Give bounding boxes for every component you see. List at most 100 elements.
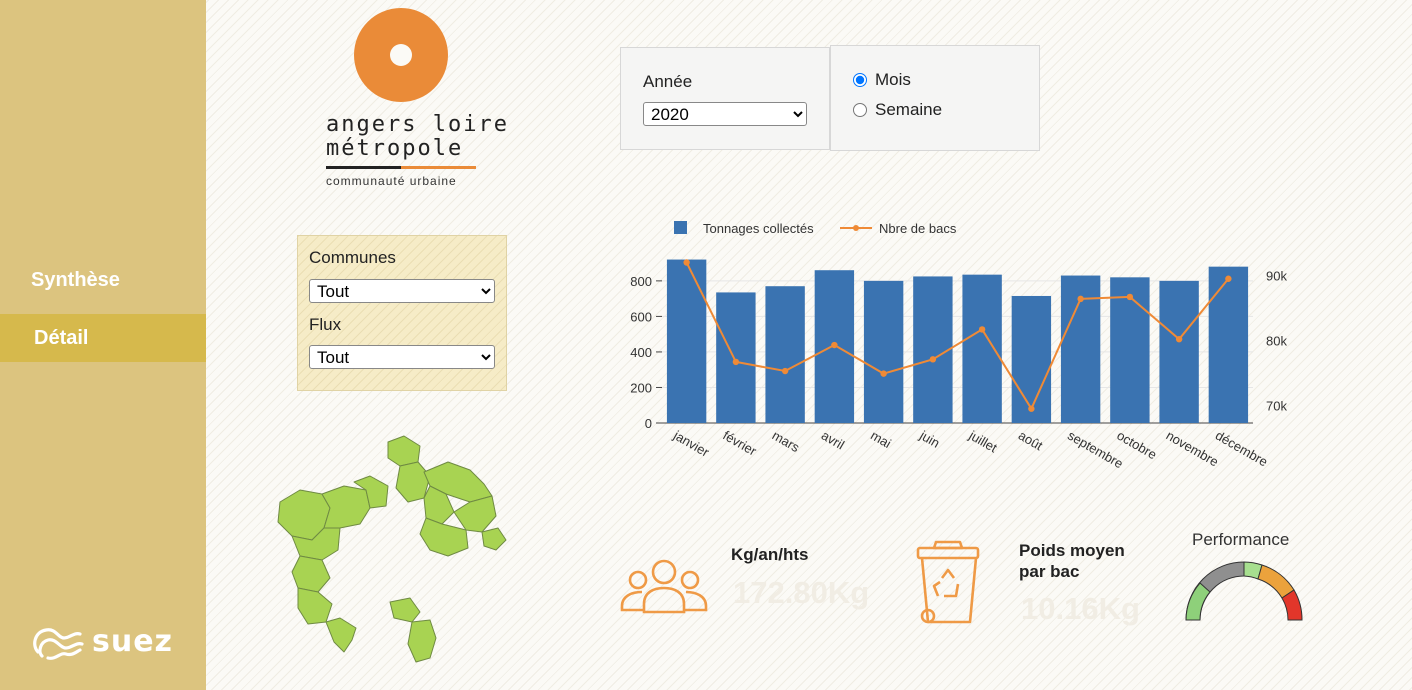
- bar-mai: [863, 280, 904, 423]
- performance-title: Performance: [1192, 530, 1290, 549]
- x-tick-label: décembre: [1213, 428, 1271, 470]
- logo-line-2: métropole: [326, 136, 464, 161]
- map-region[interactable]: [389, 597, 421, 623]
- bar-mars: [765, 286, 805, 423]
- y-tick-left: 400: [630, 345, 652, 360]
- communes-label: Communes: [309, 248, 396, 267]
- map-region[interactable]: [353, 475, 389, 509]
- bar-janvier: [666, 259, 707, 423]
- filters-panel: Communes Tout Flux Tout: [297, 235, 507, 391]
- chart-x-axis: janvier février mars avril mai juin juillet aoû…: [670, 427, 1270, 471]
- map-region[interactable]: [297, 587, 333, 625]
- legend-bar-swatch: [674, 221, 687, 234]
- kpi-poids-title-line2: par bac: [1019, 562, 1080, 581]
- point-juin: [929, 356, 937, 363]
- y-tick-right: 90k: [1266, 268, 1287, 283]
- point-janvier: [683, 259, 690, 266]
- year-panel: Année 2020: [620, 47, 830, 150]
- chart-y-axis-right: 70k 80k 90k: [1266, 268, 1287, 413]
- bar-juillet: [962, 274, 1002, 423]
- x-tick-label: janvier: [670, 427, 712, 460]
- chart-legend: Tonnages collectés Nbre de bacs: [674, 221, 957, 236]
- people-icon: [620, 559, 708, 614]
- sidebar-item-detail[interactable]: Détail: [0, 314, 206, 362]
- logo-line-3: communauté urbaine: [326, 174, 457, 188]
- y-tick-left: 600: [630, 309, 652, 324]
- y-tick-left: 200: [630, 380, 652, 395]
- bar-octobre: [1110, 277, 1150, 423]
- x-tick-label: mai: [868, 428, 894, 452]
- radio-mois-input[interactable]: [853, 73, 867, 87]
- bar-décembre: [1208, 266, 1249, 423]
- legend-label-bacs: Nbre de bacs: [879, 221, 957, 236]
- map-region[interactable]: [325, 617, 357, 653]
- kpi-poids-title: Poids moyen par bac: [1019, 540, 1125, 582]
- point-août: [1028, 405, 1035, 412]
- point-mars: [781, 367, 789, 375]
- y-tick-right: 80k: [1266, 333, 1287, 348]
- gauge-icon: [1185, 561, 1303, 621]
- kpi-kg-value: 172.80Kg: [733, 575, 870, 610]
- radio-mois[interactable]: Mois: [853, 70, 911, 90]
- logo-line-1: angers loire: [326, 112, 509, 137]
- x-tick-label: novembre: [1164, 428, 1222, 470]
- bar-juin: [913, 276, 953, 423]
- point-octobre: [1126, 293, 1134, 301]
- map-region[interactable]: [407, 619, 437, 663]
- suez-wordmark: suez: [92, 624, 174, 659]
- x-tick-label: juin: [917, 427, 943, 451]
- y-tick-left: 0: [645, 416, 652, 431]
- point-novembre: [1175, 335, 1183, 343]
- x-tick-label: septembre: [1065, 428, 1126, 472]
- suez-symbol-icon: [33, 628, 84, 660]
- point-mai: [880, 370, 887, 377]
- x-tick-label: avril: [819, 428, 847, 453]
- x-tick-label: août: [1016, 428, 1046, 454]
- point-juillet: [978, 326, 986, 333]
- communes-map[interactable]: [270, 432, 520, 672]
- sidebar-item-synthese[interactable]: Synthèse: [0, 256, 206, 304]
- tonnage-chart: Tonnages collectés Nbre de bacs 0 200 400 6…: [630, 221, 1287, 471]
- chart-gridlines: [662, 280, 1253, 424]
- x-tick-label: mars: [770, 428, 803, 456]
- legend-line-marker: [853, 225, 859, 231]
- flux-label: Flux: [309, 315, 342, 334]
- y-tick-right: 70k: [1266, 398, 1287, 413]
- map-region[interactable]: [453, 495, 497, 533]
- suez-logo: suez: [30, 620, 180, 664]
- map-region[interactable]: [321, 485, 371, 529]
- sidebar-item-label: Détail: [34, 327, 89, 349]
- gauge-segment-green: [1185, 582, 1211, 621]
- year-select[interactable]: 2020: [643, 102, 807, 126]
- chart-line-series: [683, 259, 1232, 412]
- flux-select[interactable]: Tout: [309, 345, 495, 369]
- line-bacs: [685, 262, 1230, 411]
- radio-semaine[interactable]: Semaine: [853, 100, 942, 120]
- communes-select[interactable]: Tout: [309, 279, 495, 303]
- map-region[interactable]: [291, 555, 331, 593]
- legend-label-tonnages: Tonnages collectés: [703, 221, 814, 236]
- x-tick-label: février: [720, 428, 759, 459]
- point-février: [732, 358, 740, 366]
- logo-divider: [326, 166, 476, 169]
- point-septembre: [1077, 295, 1084, 303]
- bar-août: [1011, 295, 1052, 423]
- radio-semaine-input[interactable]: [853, 103, 867, 117]
- kpi-kg-title: Kg/an/hts: [731, 545, 809, 564]
- angers-logo: angers loire métropole communauté urbain…: [318, 8, 507, 198]
- radio-mois-label: Mois: [875, 70, 911, 89]
- map-region[interactable]: [481, 527, 507, 551]
- period-panel: Mois Semaine: [830, 45, 1040, 151]
- logo-circle-icon: [354, 8, 448, 102]
- point-décembre: [1225, 275, 1232, 282]
- year-label: Année: [643, 72, 693, 91]
- map-region[interactable]: [387, 435, 421, 467]
- x-tick-label: juillet: [966, 427, 1000, 455]
- radio-semaine-label: Semaine: [875, 100, 943, 119]
- recycle-bin-icon: [916, 540, 980, 624]
- map-region[interactable]: [419, 517, 469, 557]
- sidebar-item-label: Synthèse: [31, 269, 120, 291]
- chart-y-axis-left: 0 200 400 600 800: [630, 274, 662, 431]
- sidebar: Synthèse Détail suez: [0, 0, 206, 690]
- chart-bars: [666, 259, 1249, 423]
